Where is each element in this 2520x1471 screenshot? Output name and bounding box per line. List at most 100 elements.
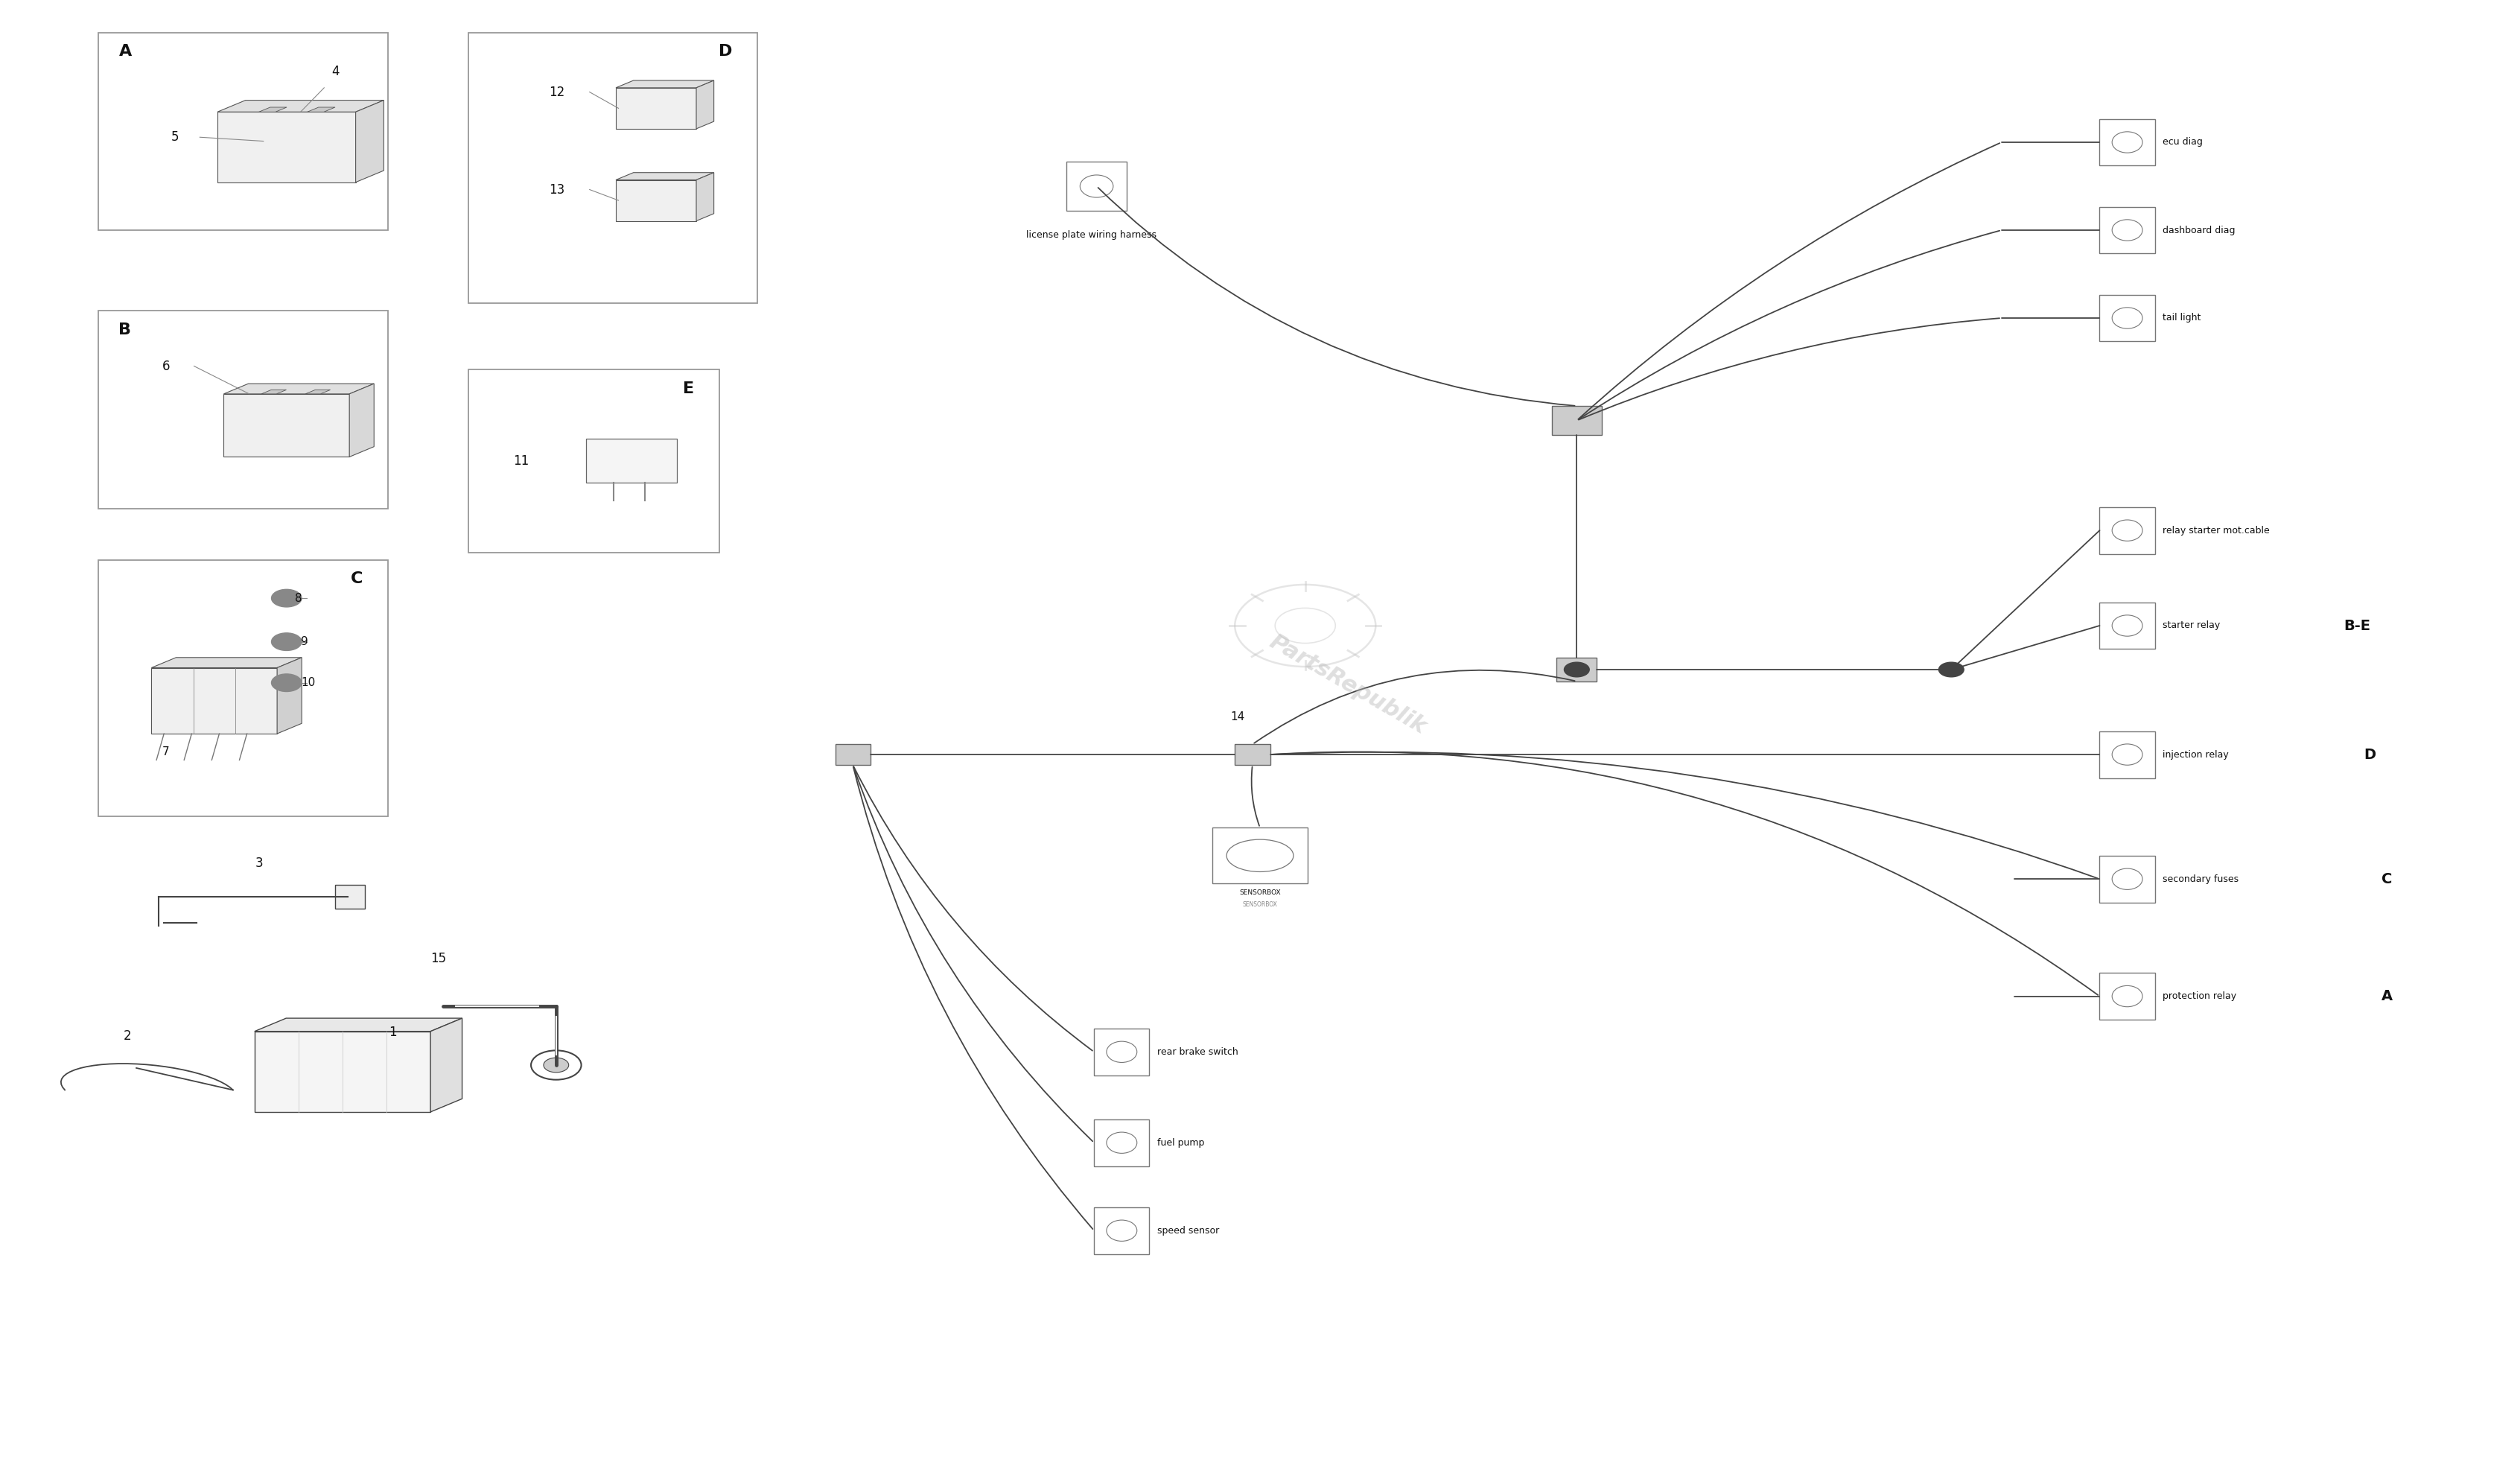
Ellipse shape: [2112, 307, 2142, 328]
FancyBboxPatch shape: [834, 744, 869, 765]
Text: 12: 12: [549, 85, 564, 99]
FancyBboxPatch shape: [1212, 828, 1308, 884]
Text: tail light: tail light: [2162, 313, 2200, 322]
FancyBboxPatch shape: [98, 310, 388, 509]
Polygon shape: [217, 100, 383, 112]
Text: B-E: B-E: [2344, 619, 2371, 633]
Text: C: C: [350, 571, 363, 587]
Polygon shape: [355, 100, 383, 182]
FancyBboxPatch shape: [98, 32, 388, 229]
Ellipse shape: [2112, 744, 2142, 765]
Polygon shape: [151, 668, 277, 734]
Text: 7: 7: [161, 746, 169, 758]
FancyBboxPatch shape: [2099, 119, 2155, 166]
FancyBboxPatch shape: [1552, 406, 1603, 435]
Text: B: B: [118, 322, 131, 337]
FancyBboxPatch shape: [1094, 1028, 1149, 1075]
Text: 8: 8: [295, 593, 302, 603]
FancyBboxPatch shape: [2099, 294, 2155, 341]
FancyBboxPatch shape: [335, 886, 365, 909]
Text: relay starter mot.cable: relay starter mot.cable: [2162, 525, 2271, 535]
FancyBboxPatch shape: [1235, 744, 1270, 765]
Polygon shape: [350, 384, 373, 457]
Text: injection relay: injection relay: [2162, 750, 2228, 759]
Text: 15: 15: [431, 952, 446, 965]
Text: 6: 6: [161, 359, 169, 372]
Text: SENSORBOX: SENSORBOX: [1242, 902, 1278, 908]
Circle shape: [1938, 662, 1963, 677]
FancyBboxPatch shape: [1557, 658, 1598, 681]
Text: dashboard diag: dashboard diag: [2162, 225, 2235, 235]
Ellipse shape: [1227, 840, 1293, 872]
Text: license plate wiring harness: license plate wiring harness: [1026, 229, 1157, 240]
FancyBboxPatch shape: [2099, 972, 2155, 1019]
FancyBboxPatch shape: [2099, 602, 2155, 649]
FancyBboxPatch shape: [1094, 1208, 1149, 1255]
FancyBboxPatch shape: [469, 369, 721, 553]
Text: PartsRepublik: PartsRepublik: [1265, 631, 1431, 738]
Polygon shape: [696, 172, 713, 221]
Text: 9: 9: [300, 635, 307, 647]
Text: 2: 2: [123, 1030, 131, 1043]
Ellipse shape: [1106, 1219, 1137, 1242]
Circle shape: [532, 1050, 582, 1080]
Text: 1: 1: [388, 1025, 396, 1039]
Polygon shape: [217, 112, 355, 182]
Circle shape: [1565, 662, 1590, 677]
Polygon shape: [307, 107, 335, 112]
Text: starter relay: starter relay: [2162, 621, 2220, 631]
Circle shape: [272, 590, 302, 608]
Text: C: C: [2381, 872, 2391, 886]
Text: 4: 4: [333, 65, 340, 78]
Text: 11: 11: [514, 455, 529, 468]
Ellipse shape: [2112, 868, 2142, 890]
Polygon shape: [615, 88, 696, 129]
Polygon shape: [262, 390, 287, 394]
FancyBboxPatch shape: [1066, 162, 1126, 212]
Polygon shape: [615, 81, 713, 88]
Polygon shape: [255, 1018, 461, 1031]
Polygon shape: [615, 179, 696, 221]
Text: 14: 14: [1230, 710, 1245, 722]
Text: A: A: [118, 44, 131, 59]
FancyBboxPatch shape: [2099, 507, 2155, 555]
Text: fuel pump: fuel pump: [1157, 1139, 1205, 1147]
Text: E: E: [683, 381, 696, 396]
FancyBboxPatch shape: [2099, 207, 2155, 253]
Polygon shape: [615, 172, 713, 179]
FancyBboxPatch shape: [469, 32, 756, 303]
Text: secondary fuses: secondary fuses: [2162, 874, 2238, 884]
Text: A: A: [2381, 989, 2391, 1003]
Text: 3: 3: [255, 856, 265, 871]
Circle shape: [544, 1058, 570, 1072]
Circle shape: [272, 674, 302, 691]
FancyBboxPatch shape: [2099, 731, 2155, 778]
Ellipse shape: [2112, 986, 2142, 1006]
Text: ecu diag: ecu diag: [2162, 137, 2202, 147]
Polygon shape: [255, 1031, 431, 1112]
Text: rear brake switch: rear brake switch: [1157, 1047, 1237, 1056]
Polygon shape: [277, 658, 302, 734]
Text: 13: 13: [549, 182, 564, 196]
FancyBboxPatch shape: [587, 438, 678, 482]
Ellipse shape: [1106, 1133, 1137, 1153]
Polygon shape: [696, 81, 713, 129]
Circle shape: [272, 633, 302, 650]
Polygon shape: [305, 390, 330, 394]
Text: D: D: [718, 44, 733, 59]
FancyBboxPatch shape: [1094, 1119, 1149, 1167]
Text: 10: 10: [300, 677, 315, 688]
Ellipse shape: [1106, 1041, 1137, 1062]
Text: D: D: [2364, 747, 2376, 762]
Polygon shape: [151, 658, 302, 668]
Text: protection relay: protection relay: [2162, 991, 2235, 1002]
Ellipse shape: [2112, 615, 2142, 635]
Polygon shape: [224, 394, 350, 457]
Text: speed sensor: speed sensor: [1157, 1225, 1220, 1236]
FancyBboxPatch shape: [2099, 856, 2155, 903]
Text: 5: 5: [171, 131, 179, 144]
Text: SENSORBOX: SENSORBOX: [1240, 890, 1280, 896]
Ellipse shape: [2112, 132, 2142, 153]
Ellipse shape: [2112, 519, 2142, 541]
Ellipse shape: [2112, 219, 2142, 241]
